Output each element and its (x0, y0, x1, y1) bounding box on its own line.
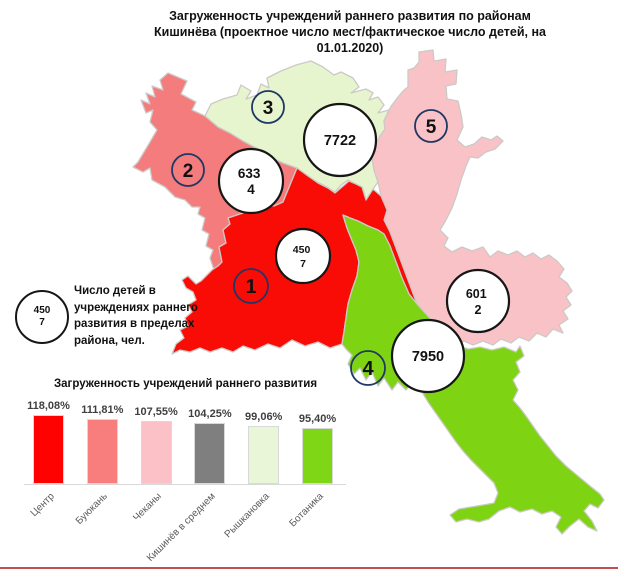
chart-axis-line (24, 484, 346, 485)
bar-value-label-4: 104,25% (188, 408, 232, 420)
chart-title: Загруженность учреждений раннего развити… (53, 378, 318, 390)
marker-value: 450 (293, 244, 311, 256)
svg-text:7722: 7722 (324, 133, 356, 149)
marker-value-line2: 4 (247, 182, 255, 197)
legend-description-line1: Число детей в (74, 285, 156, 297)
district-badge-2: 2 (171, 153, 205, 187)
district-number: 4 (362, 358, 374, 380)
page-title-line2: Кишинёва (проектное число мест/фактическ… (154, 25, 546, 39)
children-marker-centru: 450 7 (274, 227, 332, 285)
bottom-accent-line (0, 567, 618, 569)
district-5-shape (371, 49, 573, 346)
marker-value: 7722 (324, 133, 356, 149)
legend-description-line2: учреждениях раннего (74, 301, 198, 314)
marker-value: 601 (466, 287, 487, 301)
marker-value: 633 (238, 166, 261, 181)
svg-text:7950: 7950 (412, 349, 444, 365)
bar-4 (194, 423, 226, 484)
marker-value-line2: 7 (300, 258, 306, 270)
bar-5 (248, 426, 280, 484)
legend-description-line4: района, чел. (74, 334, 145, 347)
children-marker-riscani: 7722 (302, 102, 378, 178)
children-marker-buiucani: 633 4 (217, 147, 285, 215)
svg-text:601 2: 601 2 (466, 287, 490, 317)
bar-value-label-3: 107,55% (134, 406, 178, 419)
legend-description-line3: развития в пределах (74, 318, 195, 330)
svg-text:450 7: 450 7 (293, 244, 313, 270)
district-number: 1 (245, 276, 256, 298)
children-marker-ciocana: 601 2 (445, 268, 511, 334)
bar-value-label-1: 118,08% (27, 399, 70, 412)
page-title-line3: 01.01.2020) (316, 41, 384, 55)
marker-value: 7950 (412, 349, 444, 365)
district-number: 5 (426, 117, 437, 138)
legend-sample-value-line1: 450 (33, 305, 51, 316)
page-title: Загруженность учреждений раннего развити… (100, 8, 600, 56)
district-badge-1: 1 (233, 268, 269, 304)
district-number: 3 (263, 98, 274, 119)
bar-value-label-5: 99,06% (245, 411, 283, 424)
district-badge-5: 5 (414, 109, 448, 143)
svg-text:633 4: 633 4 (238, 166, 264, 197)
district-4-shape (341, 214, 605, 535)
district-number: 2 (183, 161, 194, 182)
children-marker-botanica: 7950 (390, 318, 466, 394)
district-badge-4: 4 (350, 350, 386, 386)
bar-2 (86, 418, 118, 484)
bar-value-label-2: 111,81% (81, 403, 124, 416)
bar-6 (302, 428, 333, 484)
legend-sample-circle: 450 7 (15, 290, 69, 344)
page-title-line1: Загруженность учреждений раннего развити… (169, 9, 531, 23)
legend-sample-value-line2: 7 (39, 317, 45, 328)
district-badge-3: 3 (251, 90, 285, 124)
bar-value-label-6: 95,40% (298, 413, 337, 426)
legend-description: Число детей в учреждениях раннего развит… (74, 283, 234, 349)
bar-1 (33, 414, 64, 484)
bar-3 (140, 421, 172, 484)
marker-value-line2: 2 (475, 303, 482, 317)
